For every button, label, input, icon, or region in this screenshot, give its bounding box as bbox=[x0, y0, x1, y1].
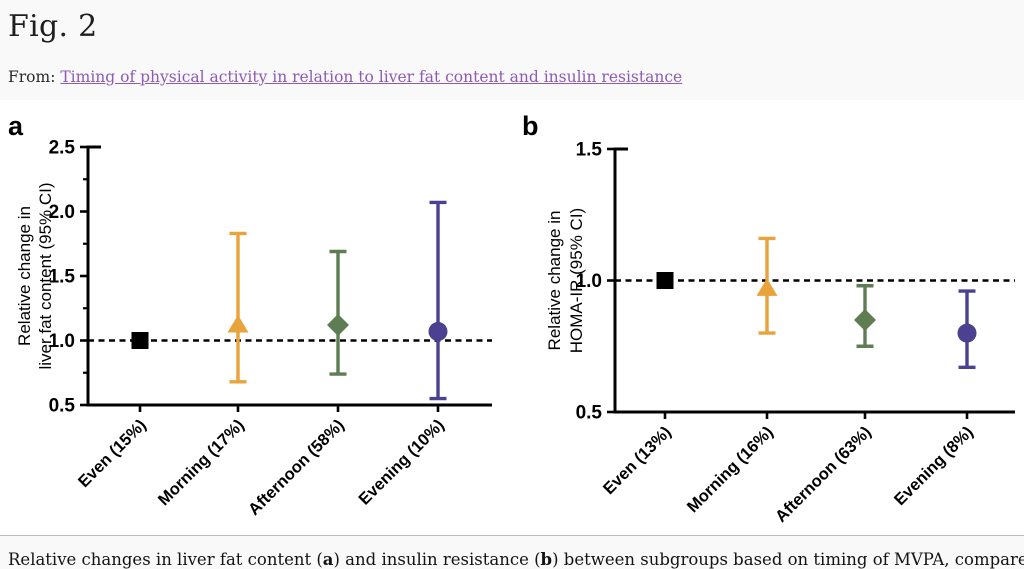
x-category-label: Even (15%) bbox=[75, 416, 150, 491]
y-tick-label: 1.0 bbox=[49, 331, 75, 352]
caption-bold-a: a bbox=[322, 550, 334, 569]
y-tick-label: 1.5 bbox=[49, 267, 76, 288]
caption-text-3: ) between subgroups based on timing of M… bbox=[552, 550, 1024, 569]
chart-panel-b: b 0.5 1.0 1.5 Even (13%) Morning (16%) Afterno… bbox=[512, 100, 1024, 535]
marker-square bbox=[131, 332, 149, 349]
y-tick-label: 2.5 bbox=[49, 138, 76, 159]
chart-svg-b: b 0.5 1.0 1.5 Even (13%) Morning (16%)Afterno… bbox=[522, 111, 1015, 526]
figure-image: a 0.5 1.0 1.5 2.0 2.5 Even (15%) Morning (17%) A… bbox=[0, 100, 1024, 536]
x-category-label: Evening (10%) bbox=[355, 416, 447, 508]
marker-diamond bbox=[854, 308, 876, 331]
source-line: From: Timing of physical activity in rel… bbox=[8, 68, 682, 86]
x-category-label: Afternoon (63%) bbox=[772, 423, 875, 526]
y-tick-label: 0.5 bbox=[49, 396, 76, 417]
figure-caption: Relative changes in liver fat content (a… bbox=[8, 550, 1024, 569]
chart-svg-a: a 0.5 1.0 1.5 2.0 2.5 Even (15%) Morning (17%)A… bbox=[8, 111, 492, 519]
marker-circle bbox=[428, 321, 448, 341]
y-axis-title: Relative change in bbox=[545, 211, 564, 351]
panel-label: a bbox=[8, 111, 24, 141]
chart-panel-a: a 0.5 1.0 1.5 2.0 2.5 Even (15%) Morning (17%) A… bbox=[0, 100, 512, 535]
x-category-label: Evening (8%) bbox=[891, 423, 977, 509]
marker-square bbox=[656, 272, 674, 289]
x-category-label: Even (13%) bbox=[600, 423, 675, 498]
caption-text-2: ) and insulin resistance ( bbox=[333, 550, 541, 569]
panel-label: b bbox=[522, 111, 539, 141]
marker-triangle bbox=[227, 315, 249, 333]
y-axis-title: liver fat content (95% CI) bbox=[36, 182, 55, 369]
y-axis-title: Relative change in bbox=[15, 206, 34, 346]
marker-diamond bbox=[327, 314, 349, 337]
marker-circle bbox=[957, 323, 977, 343]
source-link[interactable]: Timing of physical activity in relation … bbox=[60, 68, 683, 86]
x-category-label: Afternoon (58%) bbox=[245, 416, 348, 519]
y-axis-title: HOMA-IR (95% CI) bbox=[567, 208, 586, 353]
marker-triangle bbox=[756, 278, 778, 296]
figure-title: Fig. 2 bbox=[8, 9, 98, 44]
from-label: From: bbox=[8, 68, 61, 86]
caption-bold-b: b bbox=[540, 550, 553, 569]
y-tick-label: 2.0 bbox=[49, 202, 75, 223]
x-category-label: Morning (16%) bbox=[684, 423, 777, 516]
y-tick-label: 0.5 bbox=[576, 403, 603, 424]
y-tick-label: 1.0 bbox=[576, 271, 602, 292]
caption-text-1: Relative changes in liver fat content ( bbox=[8, 550, 323, 569]
x-category-label: Morning (17%) bbox=[155, 416, 248, 509]
y-tick-label: 1.5 bbox=[576, 140, 603, 161]
